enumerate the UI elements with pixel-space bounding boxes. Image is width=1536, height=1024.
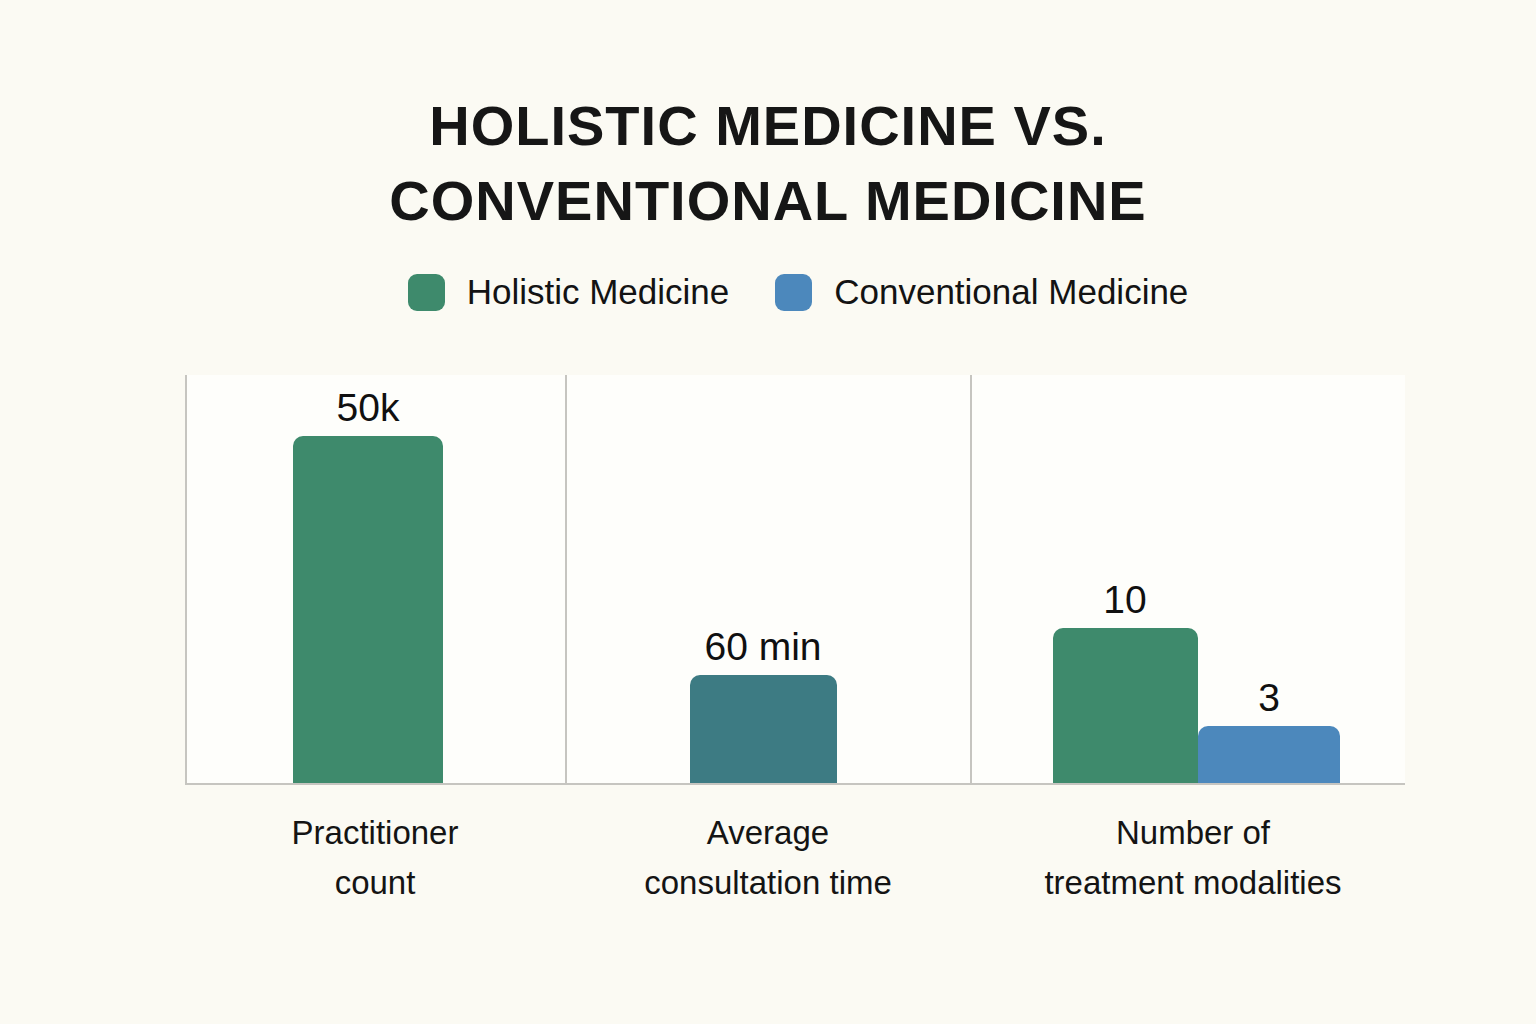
legend-item-holistic: Holistic Medicine [408,272,730,312]
value-label-modalities-holistic: 10 [1103,578,1146,622]
legend-label-holistic: Holistic Medicine [467,272,730,312]
category-label-line: count [292,858,459,908]
legend-swatch-holistic [408,274,445,311]
category-label-treatment-modalities: Number of treatment modalities [1044,808,1341,908]
bar-treatment-modalities-holistic [1053,628,1198,783]
category-label-practitioner-count: Practitioner count [292,808,459,908]
legend-item-conventional: Conventional Medicine [775,272,1188,312]
bar-treatment-modalities-conventional [1198,726,1340,783]
legend-label-conventional: Conventional Medicine [834,272,1188,312]
category-label-consultation-time: Average consultation time [644,808,892,908]
category-label-line: treatment modalities [1044,858,1341,908]
bar-consultation-time-holistic [690,675,837,783]
value-label-modalities-conventional: 3 [1258,676,1280,720]
chart-title: HOLISTIC MEDICINE VS. CONVENTIONAL MEDIC… [0,88,1536,238]
bar-practitioner-count-holistic [293,436,443,783]
category-label-line: Practitioner [292,808,459,858]
value-label-consultation-time: 60 min [704,625,821,669]
legend: Holistic Medicine Conventional Medicine [98,272,1498,312]
chart-title-line-1: HOLISTIC MEDICINE VS. [0,88,1536,163]
gridline-separator-1 [565,375,567,783]
category-label-line: consultation time [644,858,892,908]
category-label-line: Number of [1044,808,1341,858]
legend-swatch-conventional [775,274,812,311]
gridline-separator-2 [970,375,972,783]
plot-area: 50k 60 min 10 3 [185,375,1405,785]
value-label-practitioner-count: 50k [337,386,400,430]
chart-title-line-2: CONVENTIONAL MEDICINE [0,163,1536,238]
chart-canvas: HOLISTIC MEDICINE VS. CONVENTIONAL MEDIC… [0,0,1536,1024]
category-label-line: Average [644,808,892,858]
